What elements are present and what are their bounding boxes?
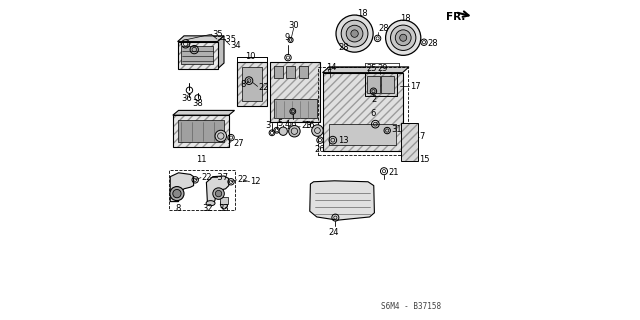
Polygon shape <box>178 36 224 42</box>
Polygon shape <box>173 110 235 115</box>
Bar <box>275 66 284 78</box>
Polygon shape <box>170 173 193 202</box>
Bar <box>270 62 320 122</box>
Text: 23: 23 <box>301 121 312 130</box>
Bar <box>169 170 235 210</box>
Text: 28: 28 <box>338 44 349 52</box>
Bar <box>323 73 403 151</box>
Text: 10: 10 <box>245 52 255 61</box>
Circle shape <box>173 189 181 198</box>
Circle shape <box>336 15 373 52</box>
Bar <box>173 115 229 147</box>
Polygon shape <box>218 36 224 69</box>
Text: 22: 22 <box>259 83 269 92</box>
Text: 25: 25 <box>366 64 377 73</box>
Bar <box>401 123 419 161</box>
Text: FR.: FR. <box>447 12 466 21</box>
Text: 13: 13 <box>338 136 349 145</box>
Ellipse shape <box>220 199 228 209</box>
Text: 21: 21 <box>388 168 399 177</box>
Bar <box>242 67 262 101</box>
Text: S6M4 - B37158: S6M4 - B37158 <box>381 302 442 311</box>
Ellipse shape <box>341 117 370 131</box>
Bar <box>178 42 218 69</box>
Bar <box>329 124 396 145</box>
Bar <box>178 42 218 69</box>
Text: 9: 9 <box>285 33 290 42</box>
Text: 26: 26 <box>314 145 324 154</box>
Circle shape <box>212 188 225 199</box>
Bar <box>365 73 397 96</box>
Circle shape <box>170 187 184 201</box>
Circle shape <box>215 130 227 142</box>
Text: —37: —37 <box>210 173 228 182</box>
Text: 8: 8 <box>176 204 181 213</box>
Text: 20: 20 <box>287 122 297 131</box>
Text: 30: 30 <box>289 21 299 30</box>
Circle shape <box>396 30 411 46</box>
Text: 17: 17 <box>410 82 420 91</box>
Text: 6: 6 <box>370 109 376 118</box>
Circle shape <box>351 30 358 37</box>
Text: 4: 4 <box>285 120 290 129</box>
Bar <box>237 62 268 106</box>
Circle shape <box>289 125 300 137</box>
Text: 15: 15 <box>419 156 429 164</box>
Text: 33: 33 <box>219 204 229 213</box>
Circle shape <box>390 25 416 51</box>
Circle shape <box>215 190 222 197</box>
Text: 7: 7 <box>419 132 424 141</box>
Text: 18: 18 <box>357 9 368 18</box>
Polygon shape <box>206 176 229 202</box>
Bar <box>270 62 320 122</box>
Text: 34: 34 <box>230 41 241 50</box>
Circle shape <box>341 20 368 47</box>
Bar <box>173 115 229 147</box>
Bar <box>323 73 403 151</box>
Circle shape <box>312 125 323 136</box>
Text: 36: 36 <box>181 94 191 103</box>
Bar <box>365 73 397 96</box>
Text: 11: 11 <box>196 155 206 164</box>
Ellipse shape <box>344 120 366 129</box>
Bar <box>401 123 419 161</box>
Text: 8: 8 <box>241 80 246 89</box>
Bar <box>298 66 307 78</box>
Circle shape <box>385 20 421 55</box>
Bar <box>220 197 228 204</box>
Text: 14: 14 <box>326 63 336 72</box>
Text: 31: 31 <box>392 125 402 134</box>
Bar <box>178 120 224 142</box>
Polygon shape <box>310 181 374 220</box>
Text: 5: 5 <box>278 119 283 128</box>
Text: 12: 12 <box>250 177 260 186</box>
Text: 3: 3 <box>266 121 271 130</box>
Text: 29: 29 <box>378 64 388 73</box>
Text: 28: 28 <box>428 39 438 48</box>
Bar <box>381 76 394 93</box>
Circle shape <box>279 127 287 135</box>
Text: 22: 22 <box>237 175 248 184</box>
Ellipse shape <box>206 201 215 206</box>
Text: 24: 24 <box>329 228 339 237</box>
Text: 18: 18 <box>400 14 411 23</box>
Bar <box>367 76 380 93</box>
Bar <box>237 62 268 106</box>
Text: —35: —35 <box>218 35 237 44</box>
Text: 2: 2 <box>371 95 376 104</box>
Text: 22: 22 <box>202 173 212 182</box>
Text: 35: 35 <box>212 30 223 39</box>
Text: 32: 32 <box>202 204 212 213</box>
Bar <box>181 46 212 64</box>
Circle shape <box>399 34 407 41</box>
Circle shape <box>346 25 363 42</box>
Bar <box>287 66 296 78</box>
Text: 27: 27 <box>233 139 244 148</box>
Polygon shape <box>323 67 409 73</box>
Bar <box>274 99 317 118</box>
Bar <box>319 67 408 155</box>
Text: 38: 38 <box>193 99 203 108</box>
Text: 28: 28 <box>378 24 389 33</box>
Text: 16: 16 <box>303 121 314 130</box>
